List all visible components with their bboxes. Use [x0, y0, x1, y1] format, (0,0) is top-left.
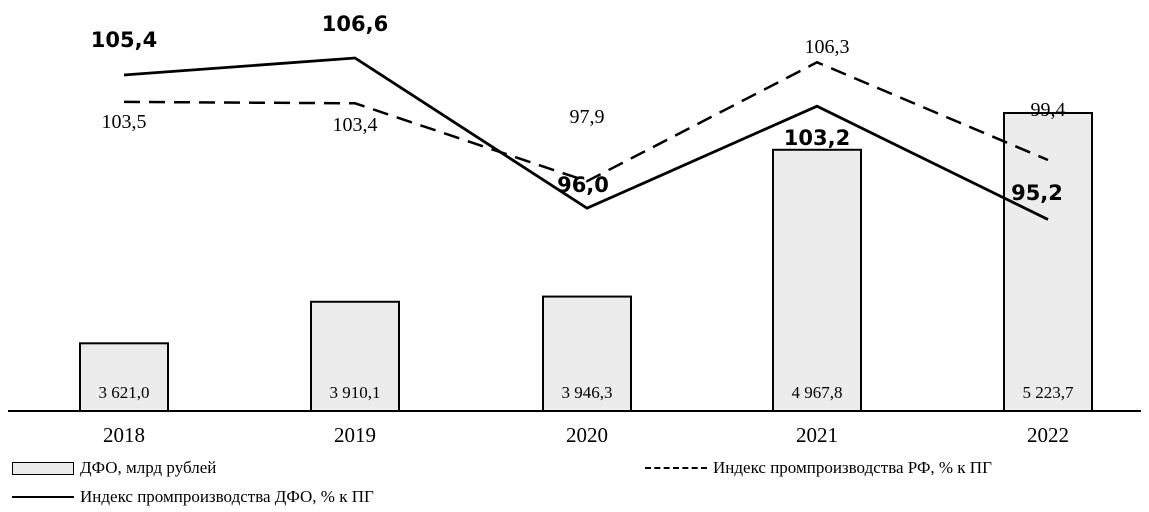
bar-labels-group: 3 621,0 3 910,1 3 946,3 4 967,8 5 223,7: [99, 383, 1075, 402]
x-tick-2021: 2021: [796, 423, 838, 447]
bar-value-label-2021: 4 967,8: [792, 383, 843, 402]
rf-index-label-2022: 99,4: [1031, 99, 1066, 121]
x-tick-2022: 2022: [1027, 423, 1069, 447]
dfo-index-label-2018: 105,4: [91, 28, 157, 52]
bar-value-label-2020: 3 946,3: [562, 383, 613, 402]
legend-swatch-bar: [12, 461, 74, 475]
legend-item-bar: ДФО, млрд рублей: [12, 458, 216, 478]
bar-2020: [542, 295, 632, 412]
bar-2019: [310, 300, 400, 412]
x-tick-2018: 2018: [103, 423, 145, 447]
bars-group: [79, 112, 1093, 412]
dfo-index-label-2021: 103,2: [784, 126, 850, 150]
lines-group: [123, 56, 1049, 221]
bar-2018: [79, 342, 169, 412]
legend-label-dfo-index: Индекс промпроизводства ДФО, % к ПГ: [80, 487, 374, 506]
bar-value-label-2018: 3 621,0: [99, 383, 150, 402]
x-tick-2020: 2020: [566, 423, 608, 447]
line-dfo-index: [123, 56, 1049, 221]
legend-swatch-solid: [12, 496, 74, 498]
dfo-index-label-2019: 106,6: [322, 12, 388, 36]
x-tick-2019: 2019: [334, 423, 376, 447]
rf-index-label-2019: 103,4: [333, 114, 378, 136]
legend-swatch-dashed: [645, 467, 707, 469]
rf-index-label-2020: 97,9: [570, 106, 605, 128]
legend-item-rf-index: Индекс промпроизводства РФ, % к ПГ: [645, 458, 992, 478]
legend-label-rf-index: Индекс промпроизводства РФ, % к ПГ: [713, 458, 992, 477]
legend-item-dfo-index: Индекс промпроизводства ДФО, % к ПГ: [12, 487, 374, 507]
line-labels-group: 103,5 103,4 97,9 106,3 99,4 105,4 106,6 96,0 103…: [91, 12, 1066, 205]
rf-index-label-2018: 103,5: [102, 111, 147, 133]
rf-index-label-2021: 106,3: [805, 36, 850, 58]
dfo-index-label-2022: 95,2: [1011, 181, 1063, 205]
bar-2022: [1003, 112, 1093, 412]
bar-value-label-2019: 3 910,1: [330, 383, 381, 402]
legend-label-bar: ДФО, млрд рублей: [80, 458, 217, 477]
bar-2021: [772, 148, 862, 412]
dfo-index-label-2020: 96,0: [557, 173, 609, 197]
chart: 3 621,0 3 910,1 3 946,3 4 967,8 5 223,7 103,…: [8, 12, 1141, 447]
line-rf-index: [123, 60, 1049, 183]
x-tick-labels-group: 2018 2019 2020 2021 2022: [103, 423, 1069, 447]
bar-value-label-2022: 5 223,7: [1023, 383, 1075, 402]
